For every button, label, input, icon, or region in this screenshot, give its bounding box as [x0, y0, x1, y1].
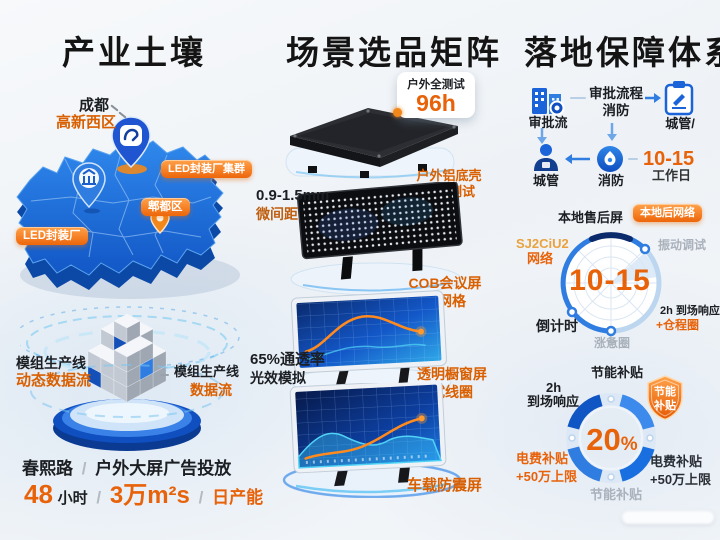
district-label: 高新西区 — [56, 114, 117, 131]
callout-tick — [160, 374, 169, 376]
donut-left-line1: 2h — [546, 380, 562, 395]
left-column-title: 产业土壤 — [62, 34, 206, 71]
flow-process-line2: 消防 — [602, 102, 630, 118]
donut-percent-number: 20 — [586, 422, 621, 457]
factory-pin-icon — [72, 162, 106, 214]
window-screen-graphic — [290, 290, 452, 390]
badge-pointer-dot — [393, 108, 402, 117]
pitch-line2: 微间距 — [256, 205, 298, 222]
electricity-right-line2: +50万上限 — [650, 471, 712, 487]
vehicle-label: 车载防震屏 — [407, 477, 483, 494]
electricity-right-line1: 电费补贴 — [650, 454, 703, 469]
vehicle-screen-graphic — [282, 383, 462, 498]
response-extra-label: +仓程圈 — [656, 318, 700, 332]
pitch-line1: 0.9-1.5mm — [256, 187, 330, 204]
person-icon — [534, 144, 558, 171]
city-label: 成都 — [79, 97, 110, 114]
radar-center-value: 10-15 — [569, 264, 651, 297]
test-badge-value: 96h — [416, 90, 456, 116]
stats-place: 春熙路 — [22, 459, 73, 478]
countdown-label: 倒计时 — [536, 318, 578, 334]
factory-badge: LED封装厂 — [16, 227, 88, 245]
platform-left-label-1: 模组生产线 — [16, 355, 86, 371]
duration-value: 10-15 — [643, 148, 695, 170]
flow-person-label: 城管 — [532, 173, 559, 188]
salt-test-line1: 户外铝底壳 — [416, 168, 482, 183]
middle-column-title: 场景选品矩阵 — [286, 34, 502, 71]
platform-left-label-2: 动态数据流 — [16, 372, 92, 389]
arrow-down-icon — [607, 123, 617, 141]
arrow-right-icon — [645, 93, 661, 103]
stats-area-value: 3万m²s — [109, 482, 190, 509]
flow-fire-label: 消防 — [597, 173, 624, 188]
radar-top-label: 本地售后屏 — [558, 210, 624, 225]
region-map-graphic — [16, 116, 240, 299]
pitch-label: 0.9-1.5mm 微间距 — [256, 187, 329, 223]
outdoor-module-graphic — [285, 108, 458, 179]
district-badge: 郫都区 — [141, 198, 190, 216]
shield-line2-text: 补贴 — [653, 398, 676, 412]
clipboard-icon — [664, 81, 694, 116]
transparency-label: 65%通透率 光效模拟 — [250, 351, 325, 387]
stats-row-2: 48 小时 / 3万m²s / 日产能 — [24, 478, 263, 511]
cob-line1: COB会议屏 — [408, 275, 482, 291]
chengdu-pin-icon — [111, 116, 151, 174]
arrow-left-icon — [565, 154, 590, 164]
flow-process-line1: 审批流程 — [589, 86, 643, 101]
vibration-test-label: 振动调试 — [658, 238, 707, 252]
separator: / — [96, 488, 102, 507]
electricity-subsidy-left: 电费补贴 +50万上限 — [516, 450, 577, 485]
stats-campaign: 户外大屏广告投放 — [95, 459, 232, 478]
building-approval-icon — [532, 88, 565, 116]
separator: / — [198, 488, 204, 507]
donut-bottom-label: 节能补贴 — [590, 487, 643, 502]
transparency-line2: 光效模拟 — [250, 369, 306, 386]
radar-left-garbled-label: SJ2CiU2 — [516, 236, 569, 251]
electricity-left-line1: 电费补贴 — [516, 451, 569, 466]
subsidy-donut-chart — [566, 393, 656, 483]
flow-connector — [628, 158, 638, 160]
duration-unit: 工作日 — [652, 168, 692, 183]
fire-dept-icon — [597, 146, 623, 172]
local-network-badge: 本地后网络 — [633, 204, 702, 222]
test-badge-label: 户外全测试 — [407, 79, 465, 91]
stats-row-1: 春熙路 / 户外大屏广告投放 — [22, 458, 231, 479]
led-matrix-screen-graphic — [290, 182, 463, 296]
flow-approval-label: 审批流 — [528, 115, 568, 130]
stats-hours-value: 48 — [24, 479, 53, 509]
platform-right-label-1: 模组生产线 — [174, 364, 240, 379]
watermark — [622, 511, 714, 524]
radar-bottom-label: 涨惫圈 — [594, 336, 631, 350]
radar-network-label: 网络 — [527, 251, 554, 266]
donut-top-label: 节能补贴 — [591, 365, 644, 380]
electricity-subsidy-right: 电费补贴 +50万上限 — [650, 453, 711, 488]
window-line1: 透明橱窗屏 — [417, 366, 487, 382]
shield-line1-text: 节能 — [654, 384, 676, 398]
energy-subsidy-shield-badge: 节能 补贴 — [647, 375, 683, 421]
response-label: 2h 到场响应 — [660, 305, 720, 317]
flow-connector — [570, 97, 586, 99]
separator: / — [81, 459, 87, 478]
arrow-down-icon — [537, 128, 547, 144]
electricity-left-line2: +50万上限 — [516, 468, 578, 484]
flow-clipboard-label: 城管/ — [665, 116, 695, 131]
platform-right-label-2: 数据流 — [190, 382, 232, 398]
donut-percent-sign: % — [620, 434, 638, 455]
donut-center-value: 20% — [578, 421, 646, 460]
stats-hours-unit: 小时 — [57, 490, 88, 507]
outdoor-test-badge: 户外全测试 96h — [397, 72, 475, 118]
led-cluster-badge: LED封装厂集群 — [161, 160, 252, 178]
radar-dial-chart — [560, 232, 662, 337]
stats-capacity: 日产能 — [212, 488, 264, 507]
flow-process-label: 审批流程 消防 — [588, 86, 644, 120]
right-column-title: 落地保障体系 — [524, 34, 720, 71]
module-platform-graphic — [20, 306, 240, 451]
transparency-line1: 65%通透率 — [250, 351, 326, 368]
donut-left-line2: 到场响应 — [527, 394, 580, 409]
